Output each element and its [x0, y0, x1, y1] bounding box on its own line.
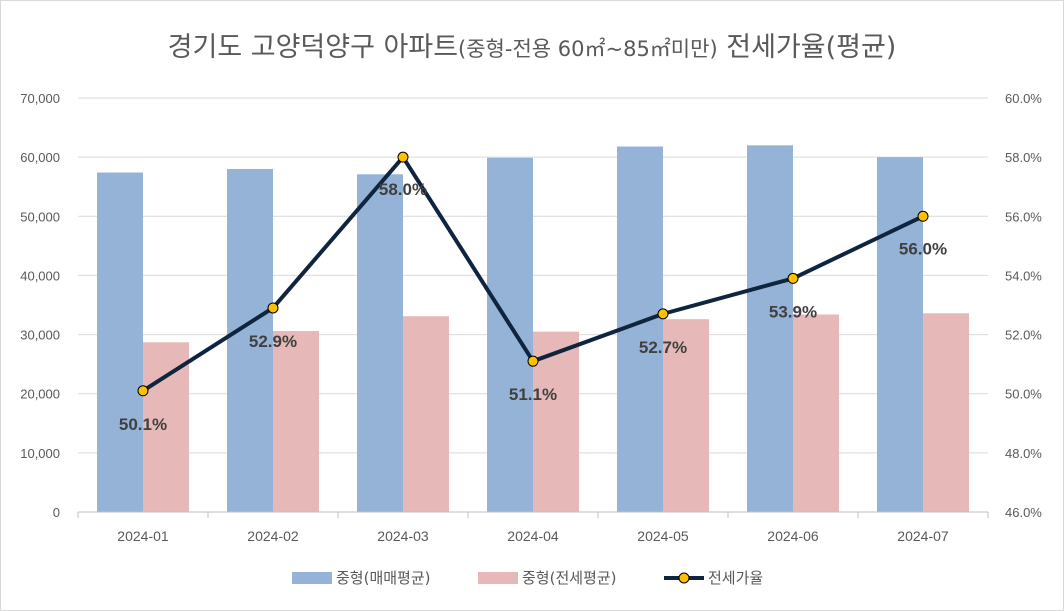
y-right-tick-label: 46.0%: [1005, 505, 1042, 520]
bar-sale: [227, 168, 273, 512]
bar-jeonse: [923, 313, 969, 512]
ratio-data-label: 50.1%: [119, 415, 167, 434]
y-left-tick-label: 30,000: [20, 328, 60, 343]
ratio-point: [527, 355, 539, 367]
legend: 중형(매매평균) 중형(전세평균) 전세가율: [292, 569, 763, 587]
ratio-data-label: 52.9%: [249, 332, 297, 351]
x-tick-label: 2024-01: [117, 528, 169, 544]
y-axis-right: 46.0% 48.0% 50.0% 52.0% 54.0% 56.0% 58.0% 60.0%: [1005, 91, 1042, 520]
x-tick-label: 2024-05: [637, 528, 689, 544]
ratio-points: [137, 151, 929, 397]
ratio-data-label: 56.0%: [899, 239, 947, 258]
x-tick-label: 2024-03: [377, 528, 429, 544]
bar-jeonse: [663, 319, 709, 512]
legend-label: 중형(전세평균): [522, 569, 617, 587]
legend-swatch: [292, 572, 332, 584]
x-tick-label: 2024-04: [507, 528, 559, 544]
y-left-tick-label: 50,000: [20, 209, 60, 224]
ratio-data-label: 58.0%: [379, 180, 427, 199]
bar-jeonse: [273, 331, 319, 512]
y-right-tick-label: 58.0%: [1005, 150, 1042, 165]
legend-marker: [678, 572, 690, 584]
y-right-tick-label: 52.0%: [1005, 328, 1042, 343]
legend-label: 전세가율: [708, 569, 763, 587]
y-left-tick-label: 70,000: [20, 91, 60, 106]
x-tick-label: 2024-02: [247, 528, 299, 544]
x-tick-label: 2024-06: [767, 528, 819, 544]
y-left-tick-label: 60,000: [20, 150, 60, 165]
x-axis: 2024-01 2024-02 2024-03 2024-04 2024-05 2024-…: [77, 511, 989, 544]
bar-sale: [877, 157, 923, 512]
bar-jeonse: [403, 316, 449, 512]
bar-sale: [747, 145, 793, 513]
y-right-tick-label: 50.0%: [1005, 387, 1042, 402]
ratio-point: [657, 308, 669, 320]
y-right-tick-label: 48.0%: [1005, 446, 1042, 461]
y-axis-left: 0 10,000 20,000 30,000 40,000 50,000 60,000 70,…: [20, 91, 60, 520]
y-right-tick-label: 60.0%: [1005, 91, 1042, 106]
bar-jeonse: [143, 342, 189, 512]
bars: [97, 145, 969, 513]
bar-sale: [97, 172, 143, 512]
ratio-point: [137, 385, 149, 397]
data-labels: 50.1% 52.9% 58.0% 51.1% 52.7% 53.9% 56.0%: [119, 180, 947, 434]
chart-title-main: 경기도 고양덕양구 아파트: [168, 32, 458, 63]
ratio-point: [787, 272, 799, 284]
y-left-tick-label: 0: [53, 505, 60, 520]
bar-sale: [357, 174, 403, 512]
x-tick-label: 2024-07: [897, 528, 949, 544]
y-left-tick-label: 20,000: [20, 387, 60, 402]
ratio-data-label: 52.7%: [639, 338, 687, 357]
ratio-point: [267, 302, 279, 314]
bar-jeonse: [533, 331, 579, 512]
bar-sale: [487, 157, 533, 512]
chart-title-sub: (중형-전용 60㎡~85㎡미만): [458, 37, 718, 61]
ratio-point: [397, 151, 409, 163]
ratio-data-label: 51.1%: [509, 385, 557, 404]
legend-label: 중형(매매평균): [336, 569, 431, 587]
chart-title: 경기도 고양덕양구 아파트(중형-전용 60㎡~85㎡미만) 전세가율(평균): [168, 32, 897, 63]
chart-title-end: 전세가율(평균): [718, 32, 897, 63]
bar-jeonse: [793, 314, 839, 512]
ratio-point: [917, 210, 929, 222]
ratio-data-label: 53.9%: [769, 302, 817, 321]
y-left-tick-label: 10,000: [20, 446, 60, 461]
y-left-tick-label: 40,000: [20, 268, 60, 283]
y-right-tick-label: 54.0%: [1005, 268, 1042, 283]
y-right-tick-label: 56.0%: [1005, 209, 1042, 224]
legend-swatch: [478, 572, 518, 584]
